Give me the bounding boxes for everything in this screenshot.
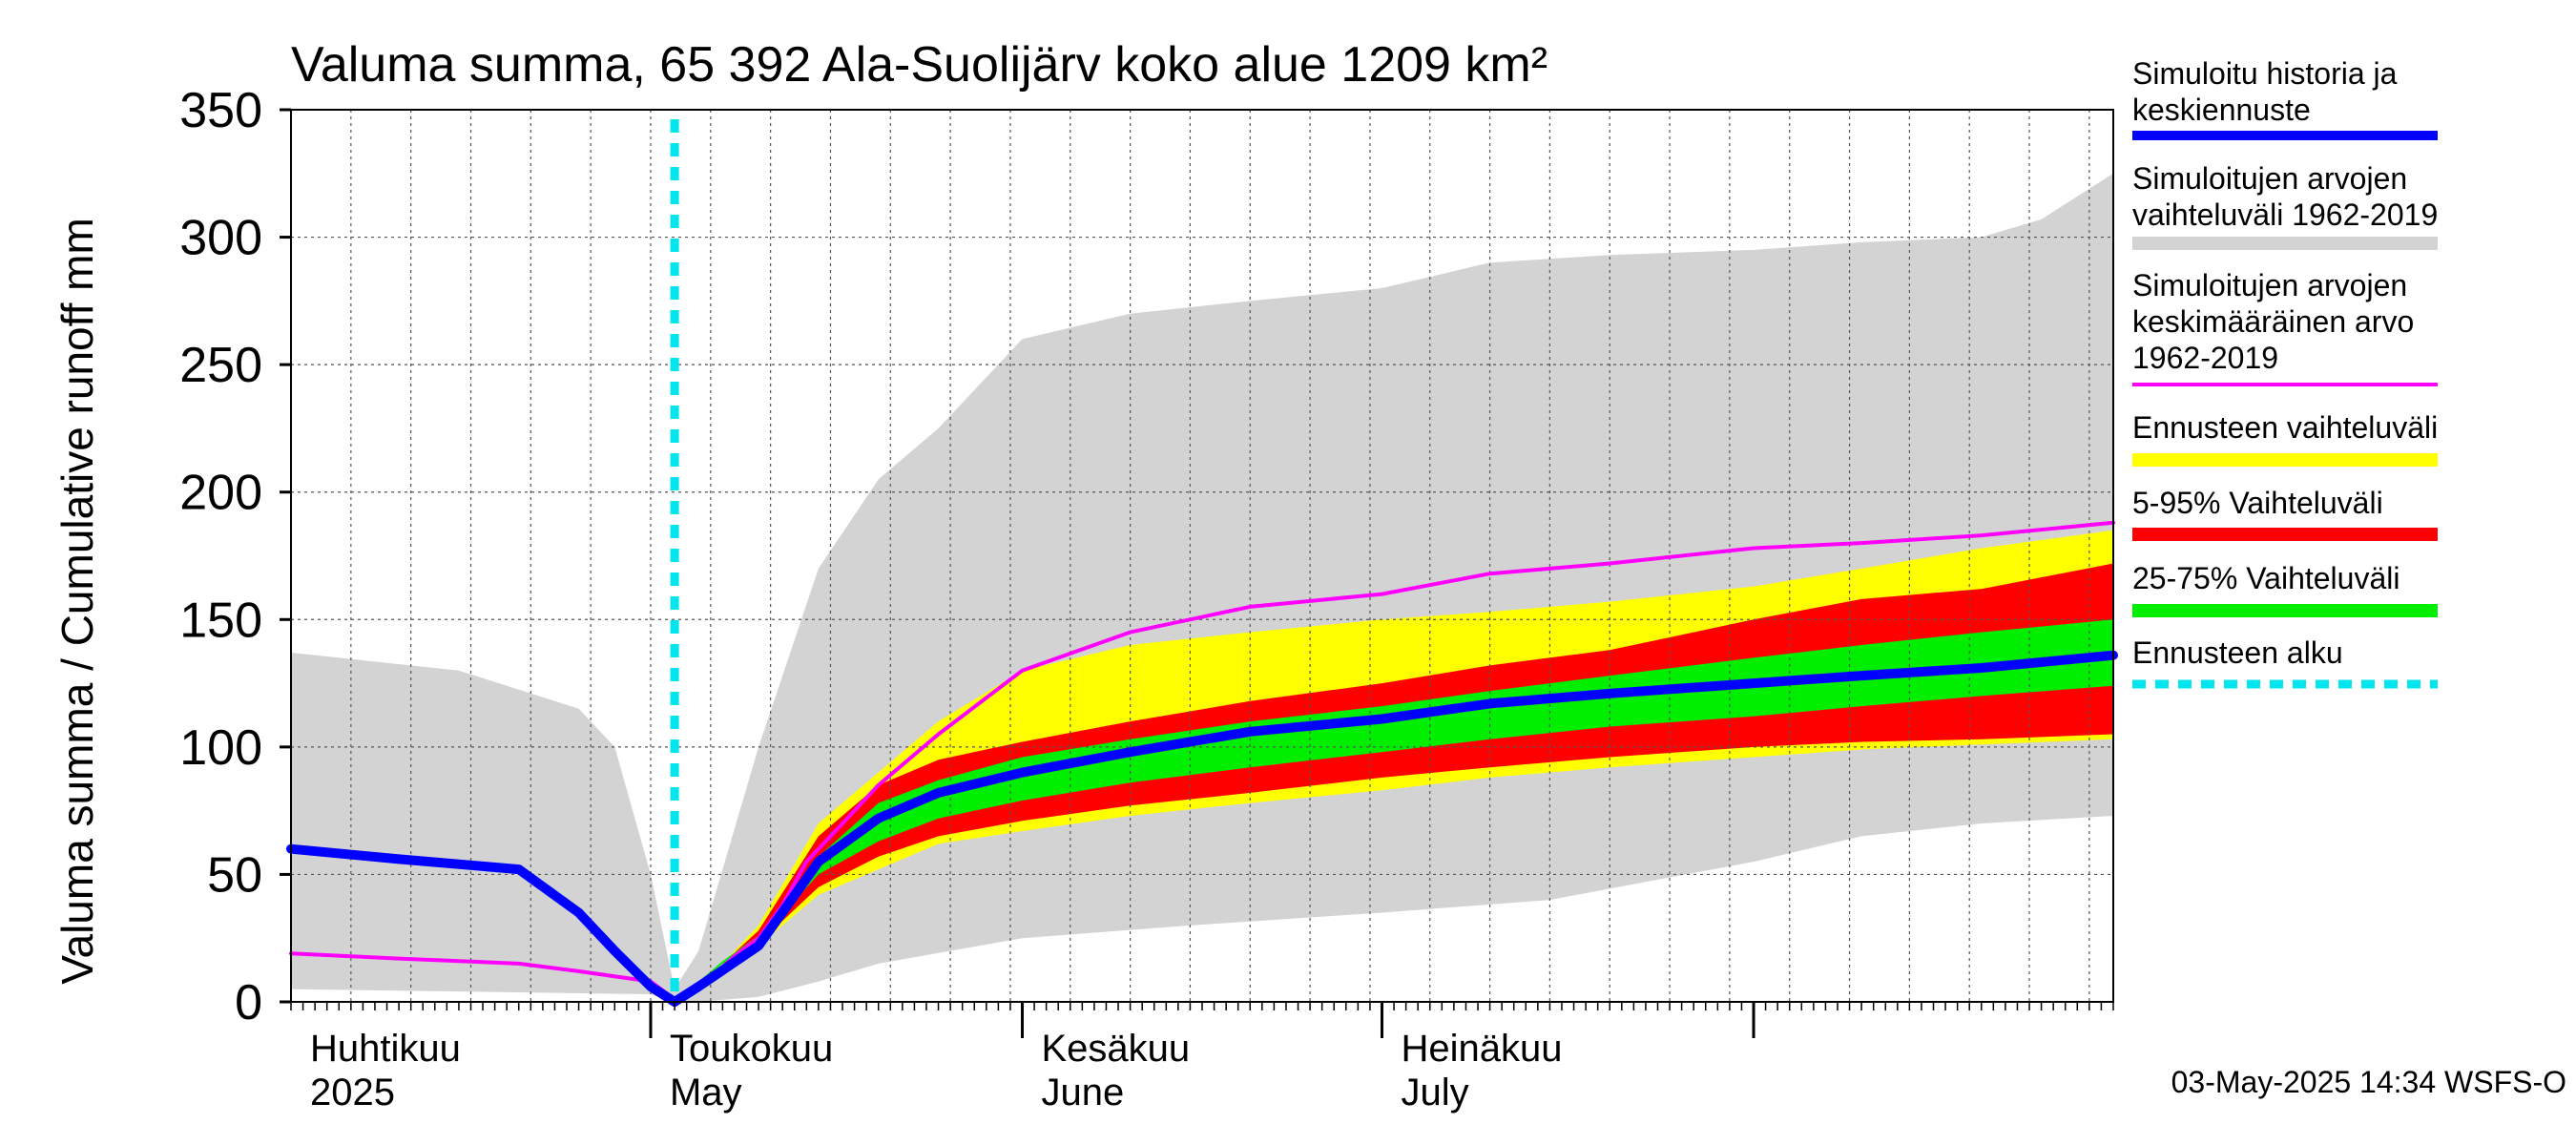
y-axis-label: Valuma summa / Cumulative runoff mm bbox=[52, 218, 102, 985]
x-month-sublabel: 2025 bbox=[310, 1072, 395, 1114]
legend-label: Ennusteen alku bbox=[2132, 635, 2343, 670]
y-tick-label: 0 bbox=[235, 975, 262, 1030]
legend-label: 5-95% Vaihteluväli bbox=[2132, 486, 2383, 520]
y-tick-label: 350 bbox=[179, 83, 262, 138]
y-tick-label: 50 bbox=[207, 847, 262, 903]
y-tick-label: 100 bbox=[179, 720, 262, 776]
y-tick-label: 300 bbox=[179, 211, 262, 266]
legend-label: keskimääräinen arvo bbox=[2132, 304, 2414, 339]
grid bbox=[291, 110, 2113, 1002]
plot-area bbox=[286, 109, 2118, 1007]
x-month-label: Heinäkuu bbox=[1401, 1028, 1562, 1070]
x-month-sublabel: June bbox=[1042, 1072, 1125, 1114]
y-tick-label: 200 bbox=[179, 466, 262, 521]
legend-label: Simuloitujen arvojen bbox=[2132, 161, 2407, 196]
x-month-label: Kesäkuu bbox=[1042, 1028, 1191, 1070]
legend-label: 1962-2019 bbox=[2132, 341, 2278, 375]
x-month-label: Huhtikuu bbox=[310, 1028, 461, 1070]
bands bbox=[291, 173, 2113, 1003]
footer-timestamp: 03-May-2025 14:34 WSFS-O bbox=[2171, 1065, 2566, 1099]
legend-label: 25-75% Vaihteluväli bbox=[2132, 561, 2399, 595]
x-month-label: Toukokuu bbox=[670, 1028, 833, 1070]
lines bbox=[286, 119, 2118, 1007]
legend-label: Simuloitujen arvojen bbox=[2132, 268, 2407, 302]
p25-75-band bbox=[675, 619, 2113, 1002]
y-tick-label: 250 bbox=[179, 338, 262, 393]
x-month-sublabel: July bbox=[1401, 1072, 1468, 1114]
legend-label: Simuloitu historia ja bbox=[2132, 56, 2398, 91]
y-tick-label: 150 bbox=[179, 593, 262, 648]
historical-range-band bbox=[291, 173, 2113, 1003]
y-axis: 0 50 100 150 200 250 300 350 bbox=[179, 83, 291, 1030]
chart-title: Valuma summa, 65 392 Ala-Suolijärv koko … bbox=[291, 37, 1548, 93]
legend-label: Ennusteen vaihteluväli bbox=[2132, 410, 2438, 445]
simulated-median-line bbox=[286, 650, 2118, 1007]
legend-label: vaihteluväli 1962-2019 bbox=[2132, 198, 2438, 232]
legend-label: keskiennuste bbox=[2132, 93, 2311, 127]
x-month-sublabel: May bbox=[670, 1072, 742, 1114]
